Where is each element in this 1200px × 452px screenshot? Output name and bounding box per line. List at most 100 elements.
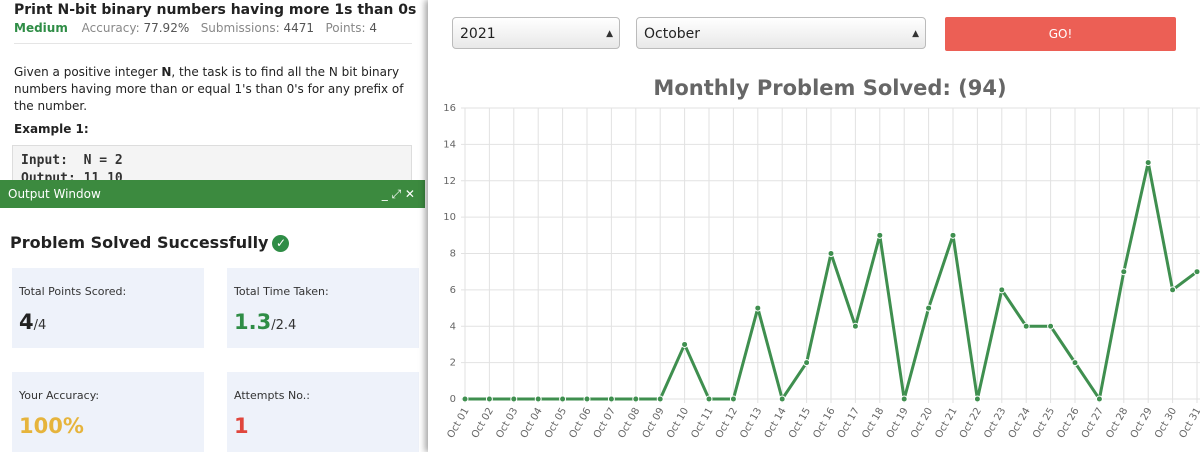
month-select[interactable]: October ▲ (636, 17, 926, 49)
point (851, 322, 859, 330)
x-tick-label: Oct 23 (982, 406, 1008, 440)
card-value: 1 (234, 414, 249, 438)
value: 4 (19, 310, 34, 334)
year-select[interactable]: 2021 ▲ (452, 17, 620, 49)
x-tick-label: Oct 16 (811, 406, 837, 440)
x-tick-label: Oct 22 (958, 406, 984, 440)
x-tick-label: Oct 24 (1007, 406, 1033, 440)
card-label: Total Points Scored: (19, 285, 127, 298)
value: 1.3 (234, 310, 272, 334)
x-tick-label: Oct 02 (470, 406, 496, 440)
x-tick-label: Oct 12 (714, 406, 740, 440)
card-label: Your Accuracy: (19, 389, 100, 402)
x-tick-label: Oct 06 (567, 406, 593, 440)
x-tick-label: Oct 25 (1031, 406, 1057, 440)
go-button[interactable]: GO! (945, 17, 1176, 51)
card-label: Attempts No.: (234, 389, 310, 402)
x-tick-label: Oct 07 (592, 406, 618, 440)
point (803, 359, 811, 367)
status: Problem Solved Successfully ✓ (10, 233, 290, 252)
point (1071, 359, 1079, 367)
point (485, 395, 493, 403)
text: Given a positive integer (14, 65, 162, 79)
label: Points: (325, 21, 366, 35)
check-icon: ✓ (272, 235, 290, 252)
card: Attempts No.: 1 (227, 372, 419, 452)
x-tick-label: Oct 10 (665, 406, 691, 440)
y-tick-label: 6 (450, 285, 456, 296)
point (1047, 322, 1055, 330)
y-tick-label: 0 (450, 394, 456, 405)
text: , the task is to find all the N bit bina… (14, 65, 404, 113)
point (1144, 159, 1152, 167)
window-controls[interactable]: _ ⤢ ✕ (381, 187, 415, 201)
total: /4 (33, 318, 47, 333)
point (1022, 322, 1030, 330)
x-tick-label: Oct 18 (860, 406, 886, 440)
x-tick-label: Oct 09 (641, 406, 667, 440)
y-tick-label: 16 (443, 103, 456, 114)
point (1169, 286, 1177, 294)
value: 4 (369, 21, 378, 35)
select-value: October (644, 26, 701, 42)
problem-meta: Medium Accuracy: 77.92% Submissions: 447… (14, 21, 377, 35)
point (1120, 268, 1128, 276)
y-tick-label: 14 (443, 139, 456, 150)
point (973, 395, 981, 403)
x-tick-label: Oct 08 (616, 406, 642, 440)
x-tick-label: Oct 21 (933, 406, 959, 440)
x-tick-label: Oct 03 (494, 406, 520, 440)
window-title: Output Window (8, 187, 101, 201)
point (705, 395, 713, 403)
point (729, 395, 737, 403)
total: /2.4 (271, 318, 297, 333)
point (925, 304, 933, 312)
card-value: 1.3/2.4 (234, 310, 296, 334)
label: Accuracy: (81, 21, 140, 35)
value: 4471 (283, 21, 315, 35)
x-tick-label: Oct 04 (519, 406, 545, 440)
output-window: Problem Solved Successfully ✓ Total Point… (0, 208, 425, 452)
point (754, 304, 762, 312)
x-tick-label: Oct 19 (885, 406, 911, 440)
card-label: Total Time Taken: (234, 285, 329, 298)
x-tick-label: Oct 20 (909, 406, 935, 440)
card: Total Points Scored: 4/4 (12, 268, 204, 348)
x-tick-label: Oct 28 (1104, 406, 1130, 440)
card-value: 100% (19, 414, 84, 438)
example-title: Example 1: (14, 122, 89, 136)
problem-title: Print N-bit binary numbers having more 1… (14, 2, 417, 18)
status-text: Problem Solved Successfully (10, 233, 269, 252)
problem-panel: Print N-bit binary numbers having more 1… (0, 0, 425, 452)
point (681, 340, 689, 348)
point (998, 286, 1006, 294)
select-arrow: ▲ (606, 29, 613, 39)
difficulty: Medium (14, 21, 68, 35)
y-tick-label: 2 (450, 358, 456, 369)
x-tick-label: Oct 15 (787, 406, 813, 440)
x-tick-label: Oct 17 (836, 406, 862, 440)
code-line: Input: N = 2 (21, 153, 123, 168)
card: Your Accuracy: 100% (12, 372, 204, 452)
x-tick-label: Oct 29 (1129, 406, 1155, 440)
y-tick-label: 4 (450, 321, 456, 332)
x-tick-label: Oct 26 (1055, 406, 1081, 440)
x-tick-label: Oct 31 (1177, 406, 1200, 440)
value: 77.92% (143, 21, 190, 35)
divider (14, 43, 412, 44)
x-tick-label: Oct 01 (445, 406, 471, 440)
x-tick-label: Oct 13 (738, 406, 764, 440)
text: N (161, 65, 172, 79)
x-tick-label: Oct 27 (1080, 406, 1106, 440)
point (949, 231, 957, 239)
point (900, 395, 908, 403)
point (827, 250, 835, 257)
point (656, 395, 664, 403)
point (778, 395, 786, 403)
label: Submissions: (200, 21, 280, 35)
point (876, 231, 884, 239)
select-value: 2021 (460, 26, 496, 42)
x-tick-label: Oct 14 (763, 406, 789, 440)
y-tick-label: 8 (450, 249, 456, 260)
output-window-bar: Output Window _ ⤢ ✕ (0, 180, 425, 208)
